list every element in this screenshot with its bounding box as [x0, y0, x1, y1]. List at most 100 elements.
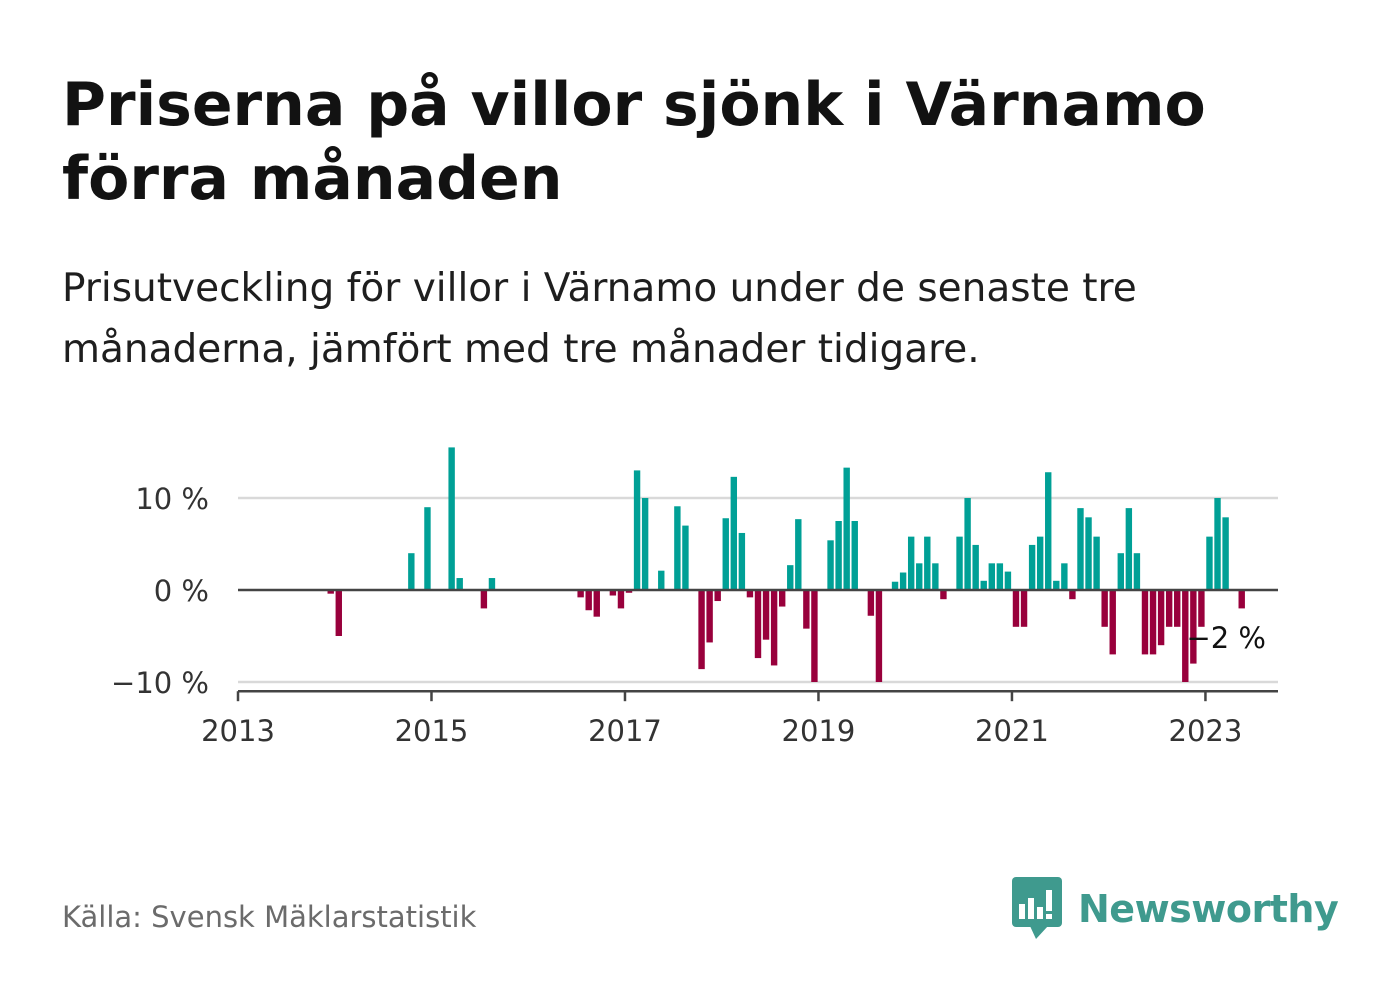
bar — [1182, 590, 1189, 682]
bar — [706, 590, 713, 643]
bar — [1101, 590, 1108, 627]
x-tick-label: 2019 — [782, 714, 856, 748]
bar — [891, 581, 899, 590]
y-tick-label: 0 % — [154, 574, 209, 608]
bar-layer — [327, 447, 1245, 682]
bar — [585, 590, 592, 611]
bar — [778, 590, 786, 607]
bar — [617, 590, 625, 609]
x-tick-label: 2021 — [975, 714, 1049, 748]
bar — [456, 578, 463, 590]
chart-subtitle: Prisutveckling för villor i Värnamo unde… — [62, 266, 1137, 372]
bar — [593, 590, 600, 617]
bar — [1238, 590, 1245, 609]
bar — [633, 470, 641, 590]
bar — [770, 590, 778, 666]
bar — [1004, 571, 1012, 590]
bar — [641, 498, 649, 590]
bar — [658, 570, 665, 590]
bar — [899, 572, 907, 590]
bar — [408, 553, 415, 590]
x-tick-label: 2015 — [395, 714, 469, 748]
bar — [932, 563, 939, 590]
bar — [448, 447, 455, 590]
bar — [1157, 590, 1165, 646]
bar — [916, 563, 923, 590]
bar — [1165, 590, 1173, 627]
bar — [577, 590, 584, 598]
bar — [1125, 508, 1133, 590]
bar — [972, 544, 979, 590]
bar — [1133, 553, 1141, 590]
bar — [1117, 553, 1124, 590]
bar — [609, 590, 617, 596]
bar — [754, 590, 762, 659]
bar — [1214, 498, 1221, 590]
bar — [1045, 472, 1052, 590]
bar — [1053, 580, 1060, 590]
bar — [940, 590, 947, 600]
bar — [875, 590, 883, 682]
bar — [1206, 536, 1213, 590]
bar — [1077, 508, 1084, 590]
bar — [907, 536, 915, 590]
bar — [1222, 517, 1229, 590]
bar — [1020, 590, 1028, 627]
bar — [762, 590, 770, 640]
bar — [1109, 590, 1116, 655]
label-layer: 10 % 0 % −10 % 2013 2015 2017 2019 2021 2023 −2 % — [111, 482, 1266, 748]
bar — [988, 563, 995, 590]
bar — [625, 590, 633, 593]
bar — [488, 578, 496, 590]
x-tick-label: 2017 — [588, 714, 662, 748]
y-tick-label: −10 % — [111, 666, 209, 700]
bar — [1085, 517, 1092, 590]
bar — [835, 521, 842, 590]
bar — [746, 590, 754, 598]
bar — [738, 532, 746, 590]
bar — [787, 565, 794, 590]
bar — [1093, 536, 1100, 590]
source-note: Källa: Svensk Mäklarstatistik — [62, 900, 477, 934]
y-tick-label: 10 % — [135, 482, 209, 516]
bar — [674, 506, 681, 590]
bar — [867, 590, 875, 616]
bar — [811, 590, 818, 682]
bar — [1028, 544, 1036, 590]
bar — [1069, 590, 1076, 600]
bar — [722, 518, 729, 590]
bar — [924, 536, 931, 590]
bar — [996, 563, 1004, 590]
newsworthy-brand[interactable]: Newsworthy — [1012, 877, 1339, 941]
bar — [1061, 563, 1068, 590]
grid-layer — [238, 496, 1278, 684]
latest-value-label: −2 % — [1186, 621, 1266, 655]
bar — [730, 476, 738, 590]
bar — [1198, 590, 1205, 627]
bar — [1012, 590, 1020, 627]
bar — [803, 590, 810, 629]
bar — [1149, 590, 1157, 655]
bar — [424, 507, 431, 590]
x-tick-label: 2023 — [1169, 714, 1243, 748]
bar — [843, 467, 850, 590]
axis-layer — [236, 588, 1278, 702]
chart-title: Priserna på villor sjönk i Värnamo förra… — [62, 70, 1206, 214]
bar — [714, 590, 721, 602]
brand-name: Newsworthy — [1078, 887, 1339, 931]
bar — [1174, 590, 1181, 627]
bar — [980, 580, 987, 590]
bar — [795, 519, 802, 590]
bar — [698, 590, 705, 670]
newsworthy-chart-bubble-icon — [1012, 877, 1062, 939]
bar — [327, 590, 334, 594]
x-tick-label: 2013 — [201, 714, 275, 748]
bar — [335, 590, 342, 636]
bar — [1141, 590, 1149, 655]
bar — [827, 540, 834, 590]
bar — [1036, 536, 1044, 590]
bar — [956, 536, 963, 590]
bar — [964, 498, 971, 590]
bar — [480, 590, 488, 609]
